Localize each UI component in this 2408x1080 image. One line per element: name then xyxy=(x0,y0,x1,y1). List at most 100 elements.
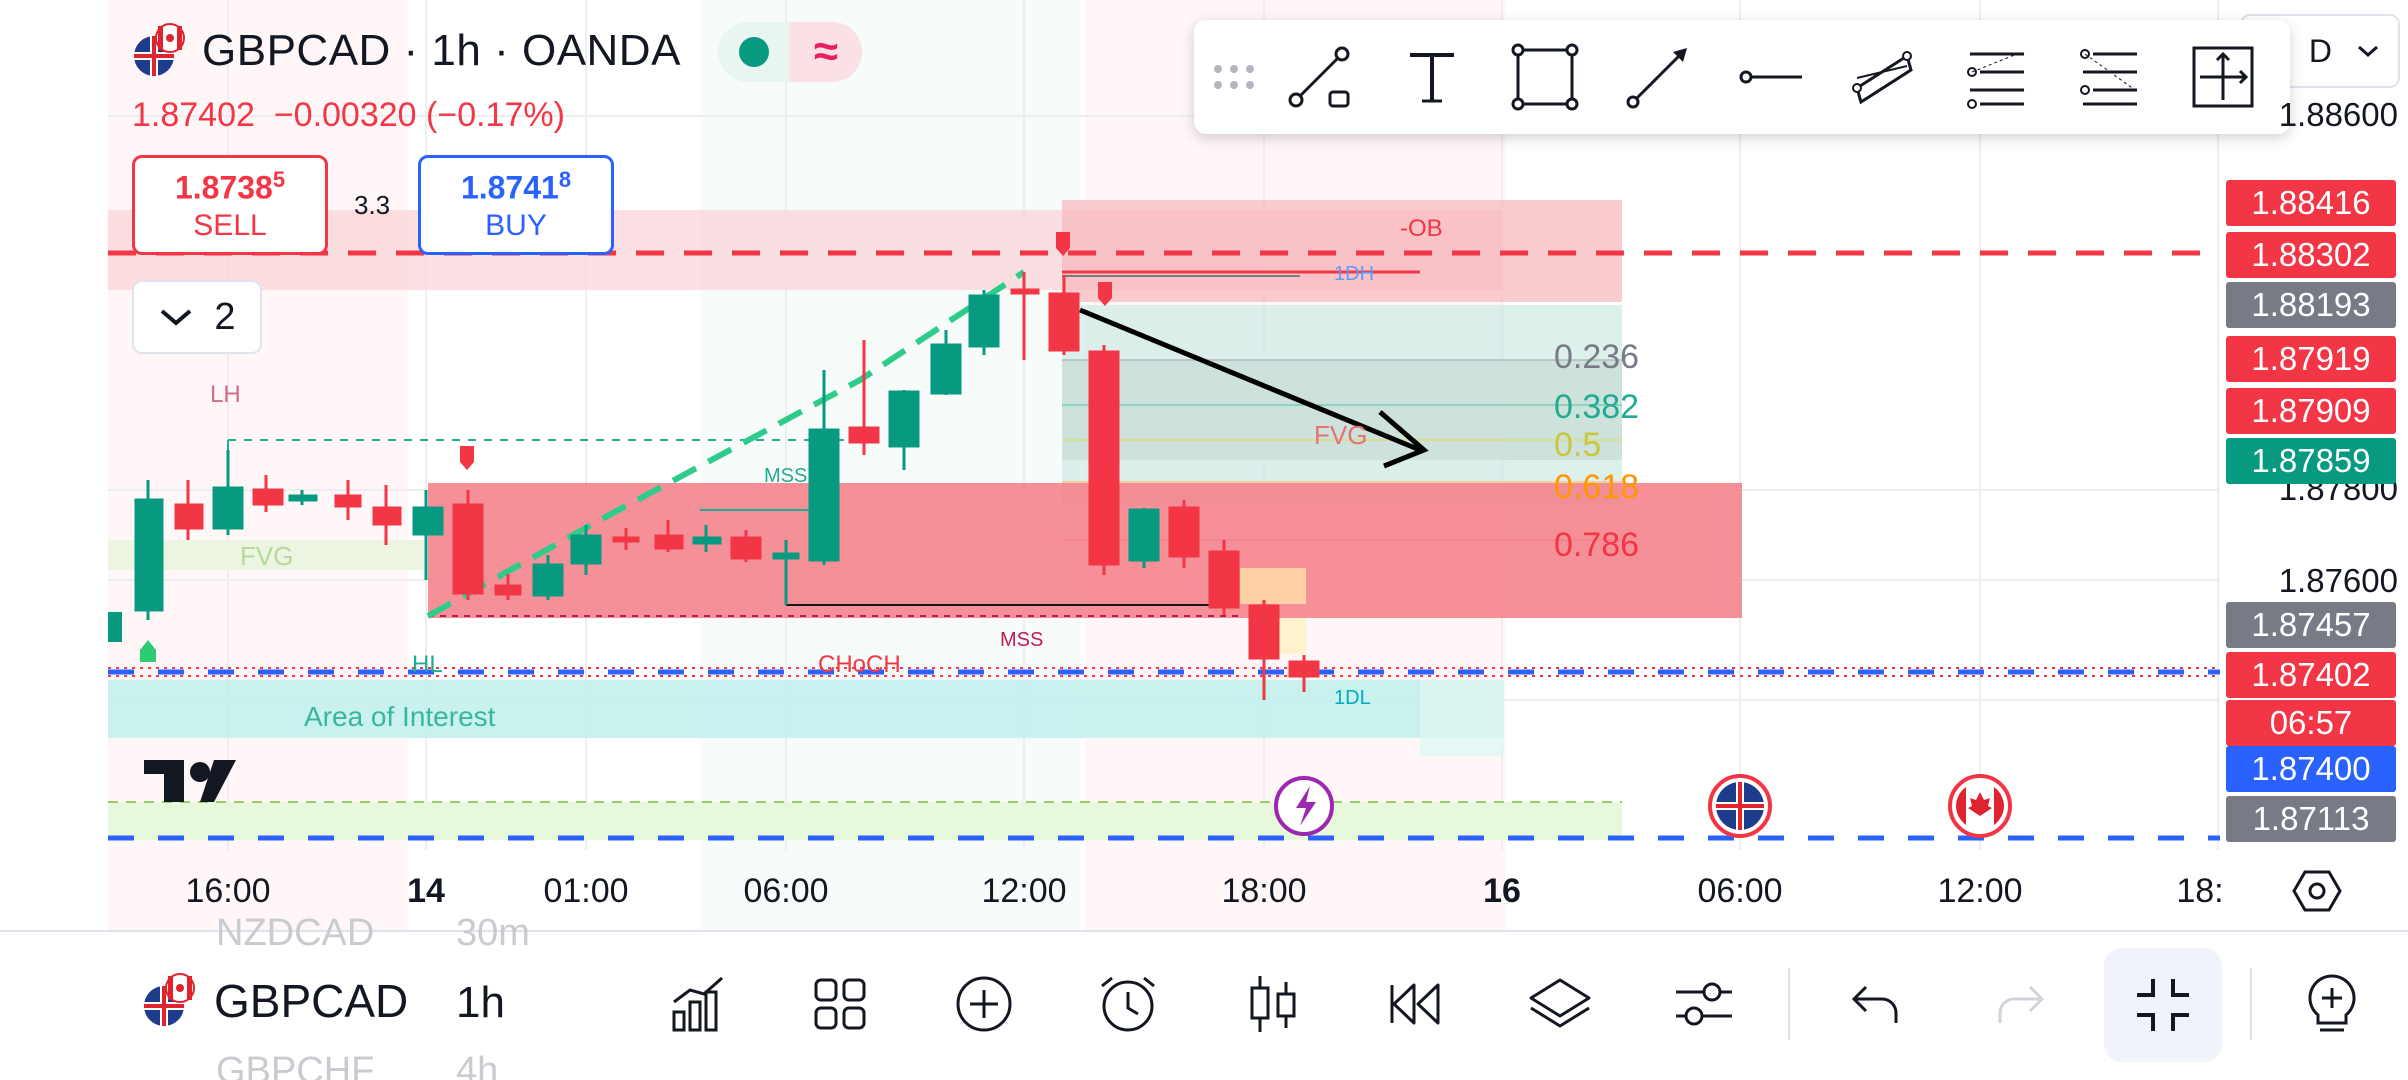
settings-hex-icon[interactable] xyxy=(2292,866,2342,916)
time-axis-label: 01:00 xyxy=(543,872,629,910)
parallel-channel-tool[interactable] xyxy=(1827,20,1940,134)
replay-icon xyxy=(1390,983,1440,1025)
fib-level-label: 0.236 xyxy=(1554,338,1639,376)
indicators-collapse-button[interactable]: 2 xyxy=(132,280,262,354)
tradingview-logo xyxy=(144,760,236,802)
symbol-name[interactable]: GBPCAD xyxy=(214,975,409,1027)
price-scale-label: 1.87600 xyxy=(2278,562,2398,599)
price-badge: 1.87919 xyxy=(2226,336,2396,382)
trend-line-tool[interactable] xyxy=(1262,20,1375,134)
price-badge: 1.88302 xyxy=(2226,232,2396,278)
lh-label: LH xyxy=(210,381,241,408)
time-axis-label: 16 xyxy=(1483,872,1521,910)
symbol-picker[interactable]: GBPCAD xyxy=(140,972,408,1030)
settings-button[interactable] xyxy=(1668,968,1740,1040)
time-axis-label: 12:00 xyxy=(981,872,1067,910)
symbol-title[interactable]: GBPCAD · 1h · OANDA xyxy=(202,26,681,75)
price-badge: 1.87400 xyxy=(2226,746,2396,792)
lightning-event-icon xyxy=(1274,776,1334,836)
alert-marker xyxy=(140,640,156,662)
rectangle-icon xyxy=(1511,43,1578,111)
time-axis-label: 18:00 xyxy=(1221,872,1307,910)
sell-label: SELL xyxy=(193,208,267,242)
text-icon xyxy=(1409,53,1454,103)
market-open-icon xyxy=(739,37,769,67)
rectangle-tool[interactable] xyxy=(1488,20,1601,134)
layouts-button[interactable] xyxy=(804,968,876,1040)
price-badge: 1.87113 xyxy=(2226,796,2396,842)
interval-picker[interactable]: 1h xyxy=(456,978,505,1027)
data-delay-icon: ≈ xyxy=(790,22,862,82)
time-axis-label: 18: xyxy=(2176,872,2224,910)
object-tree-button[interactable] xyxy=(1524,968,1596,1040)
fib-extension-tool[interactable] xyxy=(2053,20,2166,134)
arrow-tool[interactable] xyxy=(1601,20,1714,134)
redo-button[interactable] xyxy=(1984,968,2056,1040)
prev-symbol-ghost: NZDCAD xyxy=(216,912,375,954)
chart-type-button[interactable] xyxy=(1236,968,1308,1040)
ideas-button[interactable] xyxy=(2296,968,2368,1040)
indicators-count: 2 xyxy=(214,295,236,338)
sell-price-pip: 5 xyxy=(272,167,286,193)
add-button[interactable] xyxy=(948,968,1020,1040)
price-badge: 1.87457 xyxy=(2226,602,2396,648)
fvg-zone xyxy=(1240,568,1306,604)
time-axis-label: 14 xyxy=(407,872,445,910)
hl-label: HL xyxy=(412,651,443,678)
market-status-pill[interactable]: ≈ xyxy=(718,22,862,82)
symbol-header[interactable]: GBPCAD · 1h · OANDA xyxy=(130,22,681,80)
price-badge: 06:57 xyxy=(2226,700,2396,746)
replay-button[interactable] xyxy=(1380,968,1452,1040)
order-block-zone xyxy=(1062,200,1622,302)
exit-fullscreen-button[interactable] xyxy=(2104,948,2222,1062)
fib-zone xyxy=(1062,360,1622,460)
gbpcad-flag-icon xyxy=(144,973,195,1026)
alert-marker xyxy=(1098,282,1112,306)
ob-label: -OB xyxy=(1400,215,1443,242)
fvg-label: FVG xyxy=(240,541,293,571)
fib-retracement-tool[interactable] xyxy=(1940,20,2053,134)
sell-button[interactable]: 1.87385 SELL xyxy=(132,155,328,255)
measure-icon xyxy=(2192,46,2253,108)
indicators-icon xyxy=(672,976,723,1032)
mss-label: MSS xyxy=(1000,629,1043,651)
arrow-icon xyxy=(1626,48,1687,109)
price-badge: 1.87402 xyxy=(2226,652,2396,698)
add-icon xyxy=(956,976,1012,1032)
text-tool[interactable] xyxy=(1375,20,1488,134)
price-badge: 1.88193 xyxy=(2226,282,2396,328)
fib-retracement-icon xyxy=(1966,51,2024,109)
fib-level-label: 0.786 xyxy=(1554,526,1639,564)
uk-flag-event-icon xyxy=(1708,774,1772,838)
buy-button[interactable]: 1.87418 BUY xyxy=(418,155,614,255)
interval-select-value: D xyxy=(2308,32,2332,69)
buy-label: BUY xyxy=(485,208,547,242)
trend-line-icon xyxy=(1288,46,1349,108)
mss-label: MSS xyxy=(764,465,807,487)
fib-level-label: 0.5 xyxy=(1554,426,1601,464)
area-of-interest-zone xyxy=(108,680,1504,738)
prev-interval-ghost: 30m xyxy=(456,912,530,954)
toolbar-separator xyxy=(2250,968,2252,1040)
fib-level-label: 0.618 xyxy=(1554,468,1639,506)
price-scale-label: 1.88600 xyxy=(2278,96,2398,133)
drawing-toolbar[interactable] xyxy=(1194,20,2290,134)
drag-handle-icon[interactable] xyxy=(1214,47,1254,107)
fullscreen-exit-icon xyxy=(2137,979,2189,1031)
parallel-channel-icon xyxy=(1851,51,1913,105)
redo-icon xyxy=(1998,985,2045,1023)
chart-area[interactable]: -OB 1DH 1DL FVG FVG LH HL MSS MSS CHoCH … xyxy=(0,0,2408,930)
price-change: −0.00320 (−0.17%) xyxy=(273,96,565,134)
gbpcad-flag-icon xyxy=(130,22,188,80)
candles xyxy=(108,272,1320,700)
measure-tool[interactable] xyxy=(2166,20,2279,134)
alert-marker xyxy=(460,446,474,470)
area-of-interest-label: Area of Interest xyxy=(304,701,496,732)
price-badge: 1.87859 xyxy=(2226,438,2396,484)
alert-button[interactable] xyxy=(1092,968,1164,1040)
chart-canvas[interactable]: -OB 1DH 1DL FVG FVG LH HL MSS MSS CHoCH … xyxy=(0,0,2408,930)
next-interval-ghost: 4h xyxy=(456,1050,499,1080)
indicators-button[interactable] xyxy=(662,968,734,1040)
horizontal-ray-tool[interactable] xyxy=(1714,20,1827,134)
undo-button[interactable] xyxy=(1840,968,1912,1040)
